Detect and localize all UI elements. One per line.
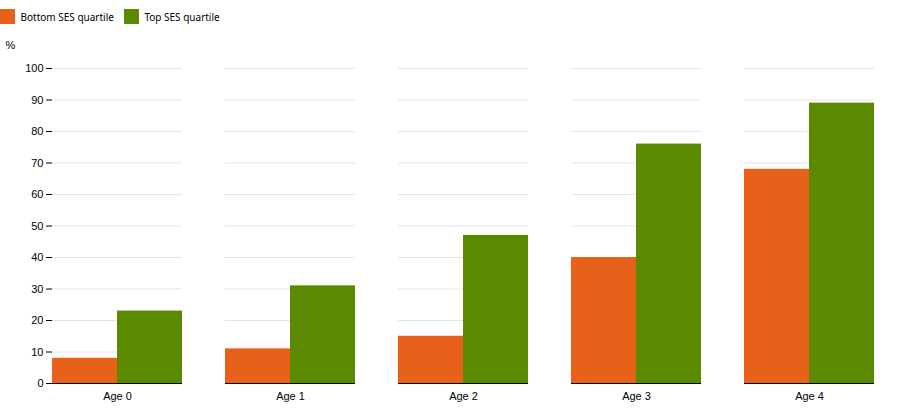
svg-text:Age 0: Age 0 [103,390,132,402]
svg-text:%: % [6,39,16,51]
svg-text:30: 30 [31,283,43,295]
svg-text:100: 100 [25,62,43,74]
svg-text:80: 80 [31,125,43,137]
svg-text:0: 0 [37,377,43,389]
svg-text:40: 40 [31,251,43,263]
svg-text:Age 2: Age 2 [449,390,478,402]
html-text:Top SES quartile: Top SES quartile [144,9,220,24]
svg-text:Age 4: Age 4 [795,390,824,402]
svg-text:50: 50 [31,220,43,232]
html-text:Bottom SES quartile: Bottom SES quartile [20,9,114,24]
svg-text:20: 20 [31,314,43,326]
svg-text:Age 3: Age 3 [622,390,651,402]
svg-text:60: 60 [31,188,43,200]
svg-text:Age 1: Age 1 [276,390,305,402]
svg-text:90: 90 [31,94,43,106]
svg-text:10: 10 [31,346,43,358]
svg-text:70: 70 [31,157,43,169]
